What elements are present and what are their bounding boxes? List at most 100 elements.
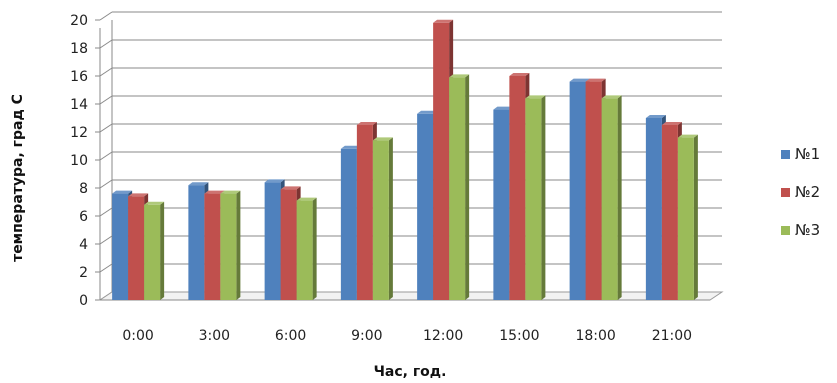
bar-side — [312, 197, 317, 300]
gridline-diagonal — [99, 263, 113, 273]
chart-legend: №1 №2 №3 — [781, 145, 820, 239]
bar — [677, 134, 698, 300]
bar-top — [280, 186, 301, 190]
bar-front — [525, 98, 542, 301]
x-tick-label: 3:00 — [199, 328, 230, 344]
x-tick-label: 15:00 — [499, 328, 539, 344]
bar-top — [340, 145, 361, 149]
y-tick-label: 16 — [70, 69, 88, 85]
bar-top — [433, 19, 454, 23]
bar-top — [601, 95, 622, 99]
bar-front — [509, 76, 526, 300]
bar — [449, 74, 470, 301]
bar-side — [693, 134, 698, 300]
bar-front — [340, 148, 357, 300]
bar-top — [585, 78, 606, 82]
bar-side — [617, 95, 622, 301]
bar-front — [112, 193, 129, 300]
y-tick-label: 6 — [79, 209, 88, 225]
bar-front — [585, 81, 602, 300]
bar-top — [264, 179, 285, 183]
y-tick-labels: 0 2 4 6 8 10 12 14 16 18 20 — [70, 13, 88, 309]
gridline-diagonal — [99, 235, 113, 245]
y-axis-title: температура, град С — [10, 94, 26, 262]
bar — [144, 201, 165, 300]
x-tick-label: 21:00 — [652, 328, 692, 344]
bar-top — [417, 110, 438, 114]
bar-top — [204, 190, 225, 194]
bar-side — [388, 137, 393, 300]
bar — [372, 137, 393, 300]
legend-item: №2 — [781, 183, 820, 201]
bar-front — [569, 81, 586, 300]
gridline-diagonal — [99, 67, 113, 77]
bar-side — [236, 190, 241, 300]
gridline-diagonal — [99, 179, 113, 189]
bar-front — [372, 140, 389, 300]
y-tick-label: 10 — [70, 153, 88, 169]
bar-front — [128, 196, 145, 300]
bar-top — [661, 122, 682, 125]
legend-swatch — [781, 226, 790, 235]
gridline-diagonal — [99, 11, 113, 21]
bar-side — [541, 95, 546, 301]
bar-front — [677, 137, 694, 300]
bar — [296, 197, 317, 300]
bar — [601, 95, 622, 301]
bar-side — [160, 201, 165, 300]
bar-side — [465, 74, 470, 301]
x-tick-labels: 0:00 3:00 6:00 9:00 12:00 15:00 18:00 21:00 — [122, 328, 692, 344]
bar-top — [296, 197, 317, 201]
bar-front — [204, 193, 221, 300]
bar — [525, 95, 546, 301]
bar-front — [356, 125, 373, 300]
y-tick-label: 4 — [79, 237, 88, 253]
bar-front — [417, 113, 434, 300]
gridline-diagonal — [99, 39, 113, 49]
y-tick-label: 14 — [70, 97, 88, 113]
bar-top — [677, 134, 698, 138]
bar-top — [220, 190, 241, 194]
y-tick-label: 18 — [70, 41, 88, 57]
bar-top — [372, 137, 393, 141]
bar-top — [144, 201, 165, 205]
x-tick-label: 9:00 — [351, 328, 382, 344]
x-tick-label: 0:00 — [122, 328, 153, 344]
gridline-diagonal — [99, 123, 113, 133]
legend-label: №1 — [795, 145, 820, 163]
y-tick-label: 8 — [79, 181, 88, 197]
gridline-diagonal — [99, 151, 113, 161]
bar-top — [493, 106, 514, 110]
bar-top — [525, 95, 546, 99]
gridline-diagonal — [99, 207, 113, 217]
bar-top — [449, 74, 470, 78]
gridline-diagonal — [99, 95, 113, 105]
bar-top — [128, 193, 149, 197]
legend-swatch — [781, 188, 790, 197]
bar-top — [356, 122, 377, 125]
bar-top — [509, 73, 530, 76]
y-tick-label: 20 — [70, 13, 88, 29]
legend-label: №3 — [795, 221, 820, 239]
x-tick-label: 6:00 — [275, 328, 306, 344]
bar-front — [645, 118, 662, 300]
chart-bars — [112, 19, 698, 301]
bar-front — [433, 22, 450, 301]
bar-front — [220, 193, 237, 300]
legend-swatch — [781, 150, 790, 159]
bar-front — [280, 189, 297, 300]
legend-item: №1 — [781, 145, 820, 163]
bar-front — [493, 109, 510, 300]
legend-label: №2 — [795, 183, 820, 201]
x-axis-title: Час, год. — [374, 364, 447, 380]
bar-top — [112, 190, 133, 194]
y-tick-label: 0 — [79, 293, 88, 309]
bar-front — [264, 182, 281, 300]
bar-front — [601, 98, 618, 301]
x-tick-label: 18:00 — [575, 328, 615, 344]
x-tick-label: 12:00 — [423, 328, 463, 344]
bar-front — [144, 204, 161, 300]
bar-front — [296, 200, 313, 300]
bar-top — [645, 115, 666, 118]
legend-item: №3 — [781, 221, 820, 239]
